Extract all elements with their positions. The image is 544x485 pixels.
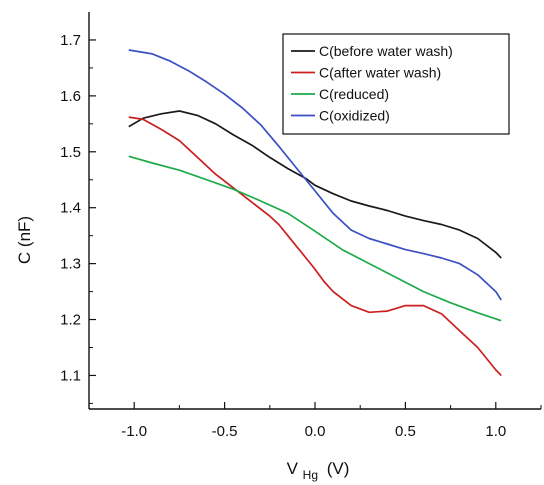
y-tick-label: 1.7 (60, 32, 81, 49)
legend-box (282, 33, 510, 135)
y-tick-label: 1.5 (60, 144, 81, 161)
legend-label: C(before water wash) (319, 43, 453, 59)
y-axis-title: C (nF) (15, 216, 34, 264)
series-line-4 (128, 49, 502, 301)
legend-label: C(oxidized) (319, 108, 390, 124)
series-line-2 (128, 116, 502, 377)
y-tick-label: 1.6 (60, 88, 81, 105)
x-axis-title-unit: (V) (327, 459, 350, 478)
series-layer (128, 49, 502, 377)
y-tick-label: 1.3 (60, 256, 81, 273)
y-tick-label: 1.2 (60, 312, 81, 329)
legend-label: C(after water wash) (319, 65, 441, 81)
series-line-1 (128, 110, 502, 259)
x-tick-label: -0.5 (212, 423, 238, 440)
x-tick-label: -1.0 (121, 423, 147, 440)
x-axis-title-main: V (287, 459, 299, 478)
legend: C(before water wash) C(after water wash) C… (282, 33, 510, 135)
x-axis-title: V Hg (V) (287, 459, 350, 483)
x-tick-label: 1.0 (485, 423, 506, 440)
y-tick-label: 1.1 (60, 367, 81, 384)
x-axis-title-subscript: Hg (303, 468, 318, 482)
legend-label: C(reduced) (319, 86, 389, 102)
x-tick-label: 0.5 (395, 423, 416, 440)
series-line-3 (128, 155, 502, 322)
x-tick-label: 0.0 (305, 423, 326, 440)
plot-area: 1.1 1.2 1.3 1.4 1.5 1.6 1.7 -1.0 -0.5 0.0 0.5 1.0 (60, 12, 542, 440)
y-tick-label: 1.4 (60, 200, 81, 217)
